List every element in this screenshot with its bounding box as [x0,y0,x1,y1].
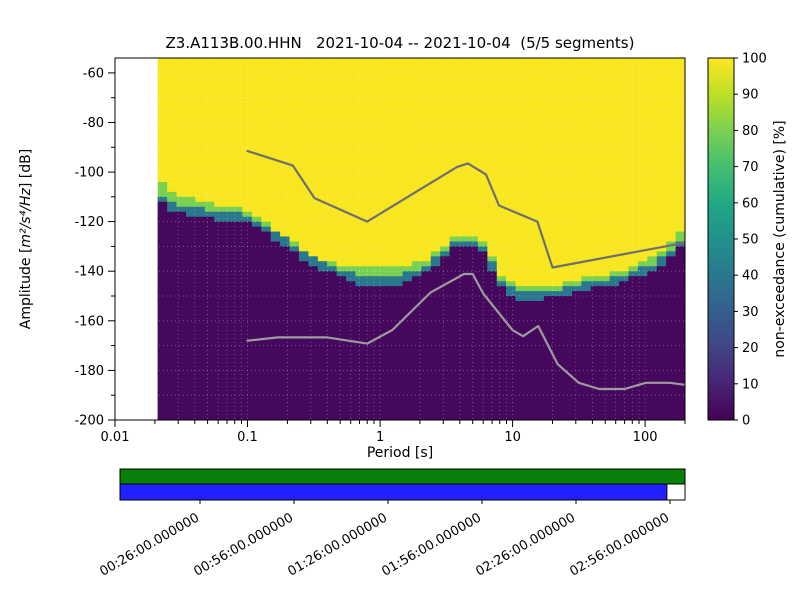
colorbar-tick-label: 30 [742,305,759,320]
timeline-tick-label: 00:26:00.000000 [97,510,202,579]
timeline-tick-label: 01:56:00.000000 [379,510,484,579]
ppsd-low-region [157,201,685,420]
timeline-tick-label: 02:56:00.000000 [567,510,672,579]
colorbar-label: non-exceedance (cumulative) [%] [772,120,788,357]
y-axis-label-suffix: ] [dB] [18,149,34,188]
plot-border [114,57,686,421]
x-tick-label: 0.01 [101,430,130,445]
timeline-tick-label: 02:26:00.000000 [473,510,578,579]
x-tick-label: 100 [633,430,658,445]
y-axis-label: Amplitude [m²/s⁴/Hz] [dB] [18,149,34,329]
y-tick-label: -140 [74,265,104,280]
colorbar-tick-label: 0 [742,414,750,429]
colorbar-tick-label: 80 [742,124,759,139]
y-axis-label-prefix: Amplitude [ [18,248,34,330]
coverage-bar-green [119,468,686,485]
x-tick-label: 10 [504,430,521,445]
colorbar-tick-label: 90 [742,88,759,103]
ppsd-heatmap [157,58,685,420]
colorbar-tick-label: 10 [742,377,759,392]
coverage-bar-blue [119,483,668,501]
low-noise-model-line [246,272,685,391]
x-axis-label: Period [s] [367,445,433,461]
x-tick-label: 1 [376,430,384,445]
y-tick-label: -160 [74,314,104,329]
colorbar-tick-label: 40 [742,269,759,284]
colorbar-tick-label: 50 [742,233,759,248]
colorbar-gradient [708,58,734,420]
timeline-tick-label: 01:26:00.000000 [285,510,390,579]
y-tick-label: -80 [83,116,104,131]
y-tick-label: -180 [74,364,104,379]
y-axis-label-math: m²/s⁴/Hz [18,187,34,247]
x-tick-label: 0.1 [237,430,258,445]
noise-model-curves [246,149,685,391]
high-noise-model-line [246,149,685,269]
y-tick-label: -120 [74,215,104,230]
colorbar-ticks: 0 10 20 30 40 50 60 70 80 90 100 [734,52,767,429]
colorbar-tick-label: 70 [742,160,759,175]
colorbar-tick-label: 60 [742,196,759,211]
gridlines [115,58,685,420]
timeline-tick-label: 00:56:00.000000 [191,510,296,579]
y-tick-label: -200 [74,414,104,429]
y-tick-label: -60 [83,66,104,81]
colorbar-tick-label: 100 [742,52,767,67]
plot-title: Z3.A113B.00.HHN 2021-10-04 -- 2021-10-04… [166,34,635,52]
coverage-timeline: 00:26:00.00000000:56:00.00000001:26:00.0… [97,468,686,580]
y-tick-label: -100 [74,166,104,181]
colorbar-tick-label: 20 [742,341,759,356]
